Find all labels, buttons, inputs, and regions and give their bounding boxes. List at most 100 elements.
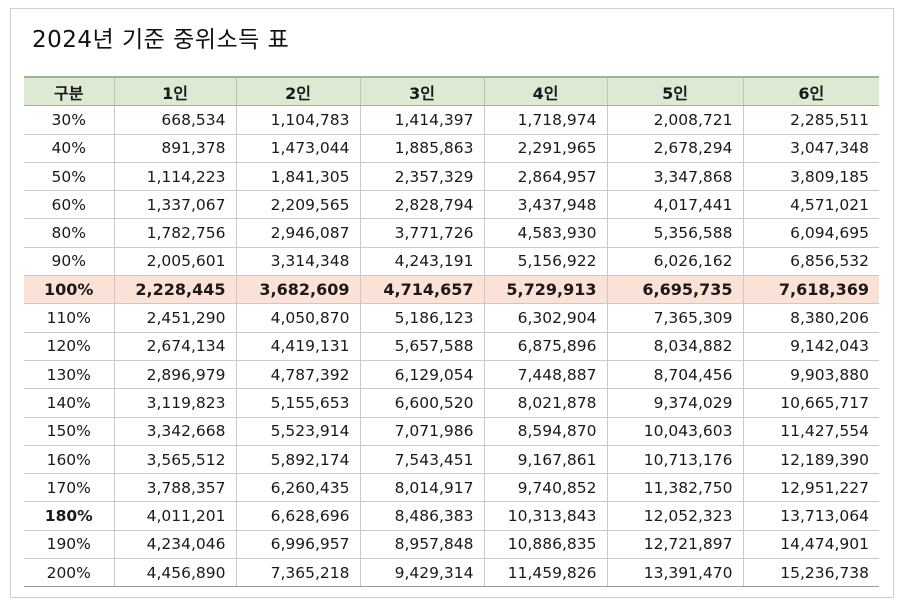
value-cell: 1,414,397 [359, 105, 484, 135]
value-cell: 3,565,512 [113, 445, 236, 475]
header-6-person: 6인 [742, 76, 879, 107]
value-cell: 7,365,309 [606, 303, 743, 333]
table-row: 180% 4,011,201 6,628,696 8,486,383 10,313,84… [24, 501, 879, 531]
value-cell: 1,782,756 [113, 218, 236, 248]
value-cell: 10,886,835 [483, 530, 607, 560]
row-label-cell: 30% [24, 105, 114, 135]
value-cell: 2,946,087 [235, 218, 360, 248]
value-cell: 2,357,329 [359, 162, 484, 192]
value-cell: 2,209,565 [235, 190, 360, 220]
value-cell: 14,474,901 [742, 530, 879, 560]
header-3-person: 3인 [359, 76, 484, 107]
value-cell: 10,665,717 [742, 388, 879, 418]
row-label-cell: 60% [24, 190, 114, 220]
value-cell: 8,034,882 [606, 332, 743, 361]
value-cell: 12,189,390 [742, 445, 879, 475]
value-cell: 8,594,870 [483, 417, 607, 446]
value-cell: 668,534 [113, 105, 236, 135]
table-row: 40% 891,378 1,473,044 1,885,863 2,291,965 2,6… [24, 134, 879, 163]
value-cell: 5,186,123 [359, 303, 484, 333]
value-cell: 13,713,064 [742, 501, 879, 531]
value-cell: 9,903,880 [742, 360, 879, 390]
table-row: 150% 3,342,668 5,523,914 7,071,986 8,594,870… [24, 417, 879, 446]
value-cell: 1,473,044 [235, 134, 360, 163]
value-cell: 8,380,206 [742, 303, 879, 333]
table-body: 30% 668,534 1,104,783 1,414,397 1,718,974 2,0… [24, 105, 879, 588]
value-cell: 1,104,783 [235, 105, 360, 135]
value-cell: 8,957,848 [359, 530, 484, 560]
value-cell: 3,347,868 [606, 162, 743, 192]
value-cell: 4,243,191 [359, 247, 484, 277]
value-cell: 1,114,223 [113, 162, 236, 192]
value-cell: 2,864,957 [483, 162, 607, 192]
row-label-cell: 150% [24, 417, 114, 446]
value-cell: 1,718,974 [483, 105, 607, 135]
header-category: 구분 [24, 76, 114, 107]
value-cell: 6,875,896 [483, 332, 607, 361]
value-cell: 3,342,668 [113, 417, 236, 446]
value-cell: 5,156,922 [483, 247, 607, 277]
value-cell: 7,071,986 [359, 417, 484, 446]
value-cell: 9,429,314 [359, 558, 484, 588]
row-label-cell: 180% [24, 501, 114, 531]
row-label-cell: 100% [24, 275, 114, 305]
value-cell: 6,026,162 [606, 247, 743, 277]
value-cell: 13,391,470 [606, 558, 743, 588]
value-cell: 4,714,657 [359, 275, 484, 305]
value-cell: 11,382,750 [606, 473, 743, 503]
value-cell: 3,682,609 [235, 275, 360, 305]
value-cell: 8,014,917 [359, 473, 484, 503]
table-row: 160% 3,565,512 5,892,174 7,543,451 9,167,861… [24, 445, 879, 475]
value-cell: 4,787,392 [235, 360, 360, 390]
value-cell: 2,896,979 [113, 360, 236, 390]
value-cell: 6,600,520 [359, 388, 484, 418]
value-cell: 6,628,696 [235, 501, 360, 531]
table-header-row: 구분 1인 2인 3인 4인 5인 6인 [24, 76, 879, 107]
row-label-cell: 110% [24, 303, 114, 333]
value-cell: 6,996,957 [235, 530, 360, 560]
median-income-table: 구분 1인 2인 3인 4인 5인 6인 30% 668,534 1,104,783… [24, 76, 879, 588]
table-row: 80% 1,782,756 2,946,087 3,771,726 4,583,930 5… [24, 218, 879, 248]
table-row: 130% 2,896,979 4,787,392 6,129,054 7,448,887… [24, 360, 879, 390]
table-row: 90% 2,005,601 3,314,348 4,243,191 5,156,922 6… [24, 247, 879, 277]
value-cell: 3,314,348 [235, 247, 360, 277]
value-cell: 5,155,653 [235, 388, 360, 418]
value-cell: 2,285,511 [742, 105, 879, 135]
value-cell: 7,365,218 [235, 558, 360, 588]
value-cell: 10,713,176 [606, 445, 743, 475]
value-cell: 4,234,046 [113, 530, 236, 560]
table-row: 170% 3,788,357 6,260,435 8,014,917 9,740,852… [24, 473, 879, 503]
table-row: 120% 2,674,134 4,419,131 5,657,588 6,875,896… [24, 332, 879, 361]
value-cell: 2,228,445 [113, 275, 236, 305]
value-cell: 6,094,695 [742, 218, 879, 248]
value-cell: 6,856,532 [742, 247, 879, 277]
value-cell: 11,427,554 [742, 417, 879, 446]
value-cell: 8,486,383 [359, 501, 484, 531]
value-cell: 3,119,823 [113, 388, 236, 418]
row-label-cell: 90% [24, 247, 114, 277]
page-title: 2024년 기준 중위소득 표 [32, 27, 290, 53]
table-row: 190% 4,234,046 6,996,957 8,957,848 10,886,83… [24, 530, 879, 560]
value-cell: 4,456,890 [113, 558, 236, 588]
value-cell: 4,419,131 [235, 332, 360, 361]
value-cell: 5,892,174 [235, 445, 360, 475]
value-cell: 7,448,887 [483, 360, 607, 390]
value-cell: 4,050,870 [235, 303, 360, 333]
table-row: 30% 668,534 1,104,783 1,414,397 1,718,974 2,0… [24, 105, 879, 135]
value-cell: 1,841,305 [235, 162, 360, 192]
value-cell: 3,809,185 [742, 162, 879, 192]
row-label-cell: 200% [24, 558, 114, 588]
value-cell: 5,356,588 [606, 218, 743, 248]
value-cell: 3,771,726 [359, 218, 484, 248]
value-cell: 11,459,826 [483, 558, 607, 588]
value-cell: 2,678,294 [606, 134, 743, 163]
row-label-cell: 40% [24, 134, 114, 163]
table-row: 50% 1,114,223 1,841,305 2,357,329 2,864,957 3… [24, 162, 879, 192]
value-cell: 6,695,735 [606, 275, 743, 305]
row-label-cell: 50% [24, 162, 114, 192]
header-2-person: 2인 [235, 76, 360, 107]
value-cell: 12,721,897 [606, 530, 743, 560]
value-cell: 6,260,435 [235, 473, 360, 503]
value-cell: 2,291,965 [483, 134, 607, 163]
value-cell: 12,052,323 [606, 501, 743, 531]
